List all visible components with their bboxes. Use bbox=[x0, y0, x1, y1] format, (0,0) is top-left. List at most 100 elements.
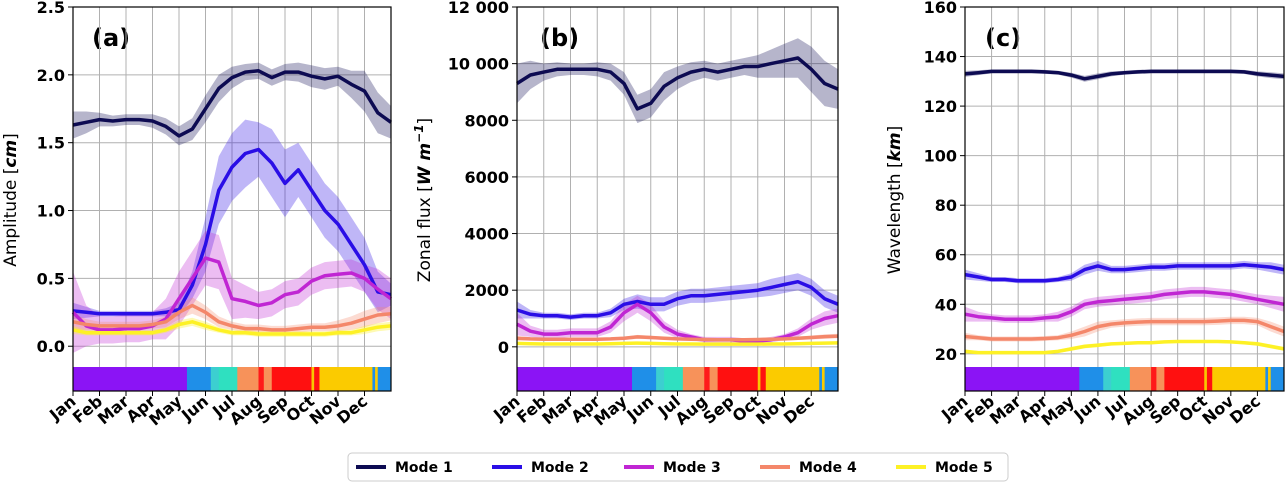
panel-b-season-segment bbox=[682, 367, 705, 391]
panel-a-label: (a) bbox=[92, 24, 130, 52]
legend-label-1: Mode 1 bbox=[395, 460, 453, 476]
panel-a-band-mode-3 bbox=[73, 230, 391, 353]
panel-c-season-segment bbox=[1204, 367, 1208, 391]
panel-a-ylabel: Amplitude [cm] bbox=[1, 133, 21, 267]
panel-b-season-segment bbox=[819, 367, 823, 391]
panel-c-season-segment bbox=[1212, 367, 1266, 391]
panel-c-ytick-label: 140 bbox=[924, 48, 957, 67]
panel-a-season-segment bbox=[186, 367, 212, 391]
panel-b-ylabel-unit: W m bbox=[415, 143, 435, 185]
panel-a-season-segment bbox=[237, 367, 259, 391]
panel-c-season-segment bbox=[1206, 367, 1213, 391]
panel-b-season-segment bbox=[656, 367, 665, 391]
panel-b-ytick-label: 4000 bbox=[464, 225, 509, 244]
panel-a-band-mode-2 bbox=[73, 119, 391, 320]
panel-c-grid bbox=[964, 6, 1285, 391]
panel-c-ytick-label: 120 bbox=[924, 97, 957, 116]
panel-a-season-segment bbox=[210, 367, 220, 391]
panel-b-ytick-label: 10 000 bbox=[448, 55, 509, 74]
panel-a-season-segment bbox=[375, 367, 379, 391]
panel-b-season-segment bbox=[517, 367, 633, 391]
panel-c-line-mode-2 bbox=[964, 262, 1285, 283]
panel-a-season-segment bbox=[263, 367, 273, 391]
panel-c: (c) Wavelength [km] 20 40 60 80 100 120 140 160… bbox=[885, 0, 1285, 430]
panel-a-season-segment bbox=[372, 367, 376, 391]
panel-b-band-mode-2 bbox=[517, 273, 838, 320]
panel-b-ytick-label: 12 000 bbox=[448, 0, 509, 17]
panel-a-line-mode-5 bbox=[72, 320, 392, 336]
panel-a-band-mode-1 bbox=[73, 62, 391, 146]
panel-a-ylabel-unit: cm bbox=[1, 140, 21, 168]
panel-a-season-segment bbox=[271, 367, 312, 391]
legend-label-2: Mode 2 bbox=[531, 460, 589, 476]
panel-c-season-segment bbox=[1268, 367, 1272, 391]
panel-b-ytick-label: 8000 bbox=[464, 111, 509, 130]
panel-b-season-segment bbox=[760, 367, 767, 391]
panel-c-ytick-label: 40 bbox=[935, 295, 957, 314]
panel-b-season-segment bbox=[765, 367, 820, 391]
panel-a-season-segment bbox=[377, 367, 392, 391]
panel-a-line-mode-2 bbox=[72, 147, 392, 316]
panel-a-ytick-label: 0.0 bbox=[37, 337, 65, 356]
panel-b-xtick-label: Jun bbox=[622, 392, 657, 426]
panel-c-season-segment bbox=[1156, 367, 1165, 391]
panel-a-xtick-label: Dec bbox=[333, 392, 371, 428]
panel-a-season-segment bbox=[319, 367, 373, 391]
panel-b-season-segment bbox=[821, 367, 826, 391]
panel-b-xtick-label: Dec bbox=[780, 392, 818, 428]
panel-a-line-mode-1 bbox=[72, 69, 393, 138]
panel-b-ytick-label: 6000 bbox=[464, 168, 509, 187]
panel-b-ylabel: Zonal flux [W m−1] bbox=[412, 118, 435, 282]
panel-c-ylabel-unit: km bbox=[885, 132, 905, 161]
panel-c-ylabel-close: ] bbox=[885, 126, 905, 133]
legend-label-5: Mode 5 bbox=[935, 460, 993, 476]
legend-label-4: Mode 4 bbox=[799, 460, 857, 476]
panel-a-line-mode-4 bbox=[72, 303, 392, 332]
panel-a-ylabel-text: Amplitude [ bbox=[1, 168, 21, 267]
legend-box bbox=[347, 452, 1009, 482]
panel-c-ylabel-text: Wavelength [ bbox=[885, 161, 905, 274]
panel-b-line-mode-3 bbox=[516, 302, 839, 343]
panel-a: (a) Amplitude [cm] 0.00.51.01.52.02.5Jan… bbox=[1, 0, 393, 430]
panel-c-ytick-label: 80 bbox=[935, 196, 957, 215]
panel-b-band-mode-1 bbox=[517, 38, 838, 124]
panel-b-season-segment bbox=[632, 367, 657, 391]
legend: Mode 1 Mode 2 Mode 3 Mode 4 Mode 5 bbox=[347, 452, 1009, 482]
panel-a-ytick-label: 0.5 bbox=[37, 269, 65, 288]
panel-c-line-mode-1 bbox=[964, 69, 1285, 81]
panel-c-ylabel: Wavelength [km] bbox=[885, 126, 905, 275]
panel-b-grid bbox=[516, 6, 839, 391]
panel-b-season-segment bbox=[824, 367, 839, 391]
panel-c-season-segment bbox=[1103, 367, 1112, 391]
panel-c-season-segment bbox=[1151, 367, 1157, 391]
legend-label-3: Mode 3 bbox=[663, 460, 721, 476]
panel-c-xtick-label: Dec bbox=[1226, 392, 1264, 428]
panel-c-label: (c) bbox=[985, 24, 1021, 52]
panel-a-ytick-label: 2.0 bbox=[37, 66, 65, 85]
panel-a-xtick-label: Jun bbox=[177, 392, 212, 426]
panel-a-season-segment bbox=[218, 367, 238, 391]
panel-c-season-segment bbox=[1129, 367, 1152, 391]
panel-b-season-segment bbox=[717, 367, 759, 391]
panel-a-ytick-label: 2.5 bbox=[37, 0, 65, 17]
panel-c-season-segment bbox=[1265, 367, 1269, 391]
panel-b-ylabel-text: Zonal flux [ bbox=[415, 185, 435, 282]
panel-b-season-segment bbox=[757, 367, 761, 391]
panel-b-ylabel-sup: −1 bbox=[412, 124, 426, 142]
panel-c-line-mode-4 bbox=[964, 318, 1285, 341]
panel-c-ytick-label: 20 bbox=[935, 345, 957, 364]
panel-c-band-mode-3 bbox=[965, 286, 1284, 323]
panel-b-line-mode-5 bbox=[516, 341, 839, 346]
panel-b-ytick-label: 0 bbox=[498, 338, 509, 357]
panel-a-ytick-label: 1.0 bbox=[37, 202, 65, 221]
panel-a-season-segment bbox=[311, 367, 315, 391]
panel-a-line-mode-3 bbox=[71, 256, 393, 332]
panel-c-ytick-label: 100 bbox=[924, 147, 957, 166]
panel-b-label: (b) bbox=[540, 24, 579, 52]
panel-a-ytick-label: 1.5 bbox=[37, 134, 65, 153]
panel-c-line-mode-5 bbox=[964, 339, 1285, 355]
panel-c-line-mode-3 bbox=[964, 290, 1285, 321]
panel-b-season-segment bbox=[664, 367, 684, 391]
panel-c-season-segment bbox=[965, 367, 1080, 391]
panel-c-season-segment bbox=[1111, 367, 1131, 391]
